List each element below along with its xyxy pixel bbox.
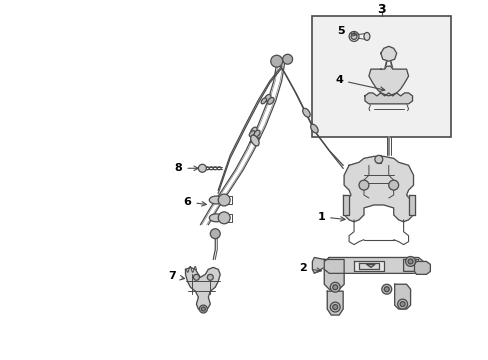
Ellipse shape — [363, 32, 369, 40]
Ellipse shape — [310, 124, 318, 133]
Polygon shape — [353, 261, 383, 271]
Polygon shape — [414, 261, 429, 274]
Circle shape — [388, 180, 398, 190]
Ellipse shape — [253, 130, 260, 137]
Ellipse shape — [250, 127, 257, 134]
Text: 6: 6 — [183, 197, 206, 207]
Circle shape — [358, 180, 368, 190]
Polygon shape — [326, 291, 343, 315]
Circle shape — [405, 257, 415, 266]
Text: 7: 7 — [168, 271, 184, 281]
Circle shape — [399, 302, 404, 307]
Polygon shape — [364, 93, 412, 104]
Circle shape — [397, 299, 407, 309]
Circle shape — [207, 274, 213, 280]
Circle shape — [329, 282, 340, 292]
Ellipse shape — [267, 98, 273, 104]
Circle shape — [329, 302, 340, 312]
Polygon shape — [366, 265, 374, 267]
Ellipse shape — [302, 108, 309, 117]
Circle shape — [218, 194, 230, 206]
Circle shape — [332, 305, 337, 310]
Ellipse shape — [264, 94, 270, 101]
Polygon shape — [358, 264, 378, 269]
Circle shape — [374, 156, 382, 163]
Circle shape — [193, 274, 199, 280]
Polygon shape — [324, 260, 344, 291]
Circle shape — [348, 31, 358, 41]
Ellipse shape — [209, 196, 223, 204]
Polygon shape — [324, 257, 423, 273]
Ellipse shape — [209, 214, 223, 222]
Polygon shape — [185, 267, 220, 311]
Polygon shape — [403, 260, 418, 271]
Polygon shape — [394, 284, 410, 309]
Circle shape — [270, 55, 282, 67]
Circle shape — [282, 54, 292, 64]
Text: 1: 1 — [317, 212, 345, 222]
Text: 2: 2 — [299, 264, 321, 273]
Circle shape — [201, 307, 205, 311]
Polygon shape — [368, 66, 408, 96]
Polygon shape — [380, 46, 396, 61]
Circle shape — [407, 259, 412, 264]
Ellipse shape — [261, 98, 266, 104]
Circle shape — [350, 33, 356, 39]
Polygon shape — [408, 195, 414, 215]
Circle shape — [199, 305, 207, 313]
Circle shape — [381, 284, 391, 294]
Circle shape — [218, 212, 230, 224]
Ellipse shape — [250, 135, 259, 146]
Polygon shape — [312, 257, 324, 273]
Polygon shape — [344, 156, 413, 222]
Text: 4: 4 — [334, 75, 384, 91]
Bar — [312, 15, 450, 136]
Polygon shape — [343, 195, 348, 215]
Text: 8: 8 — [174, 163, 198, 173]
Circle shape — [384, 287, 388, 292]
Circle shape — [198, 164, 206, 172]
Circle shape — [332, 285, 337, 290]
Ellipse shape — [249, 131, 254, 136]
Circle shape — [210, 229, 220, 239]
Text: 5: 5 — [337, 26, 356, 36]
Text: 3: 3 — [377, 3, 386, 16]
